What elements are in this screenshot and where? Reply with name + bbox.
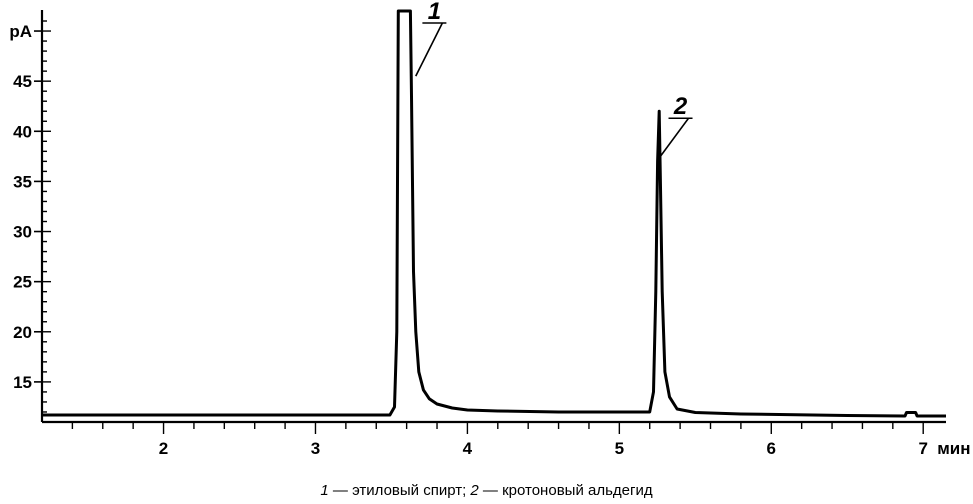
y-tick-label: 40: [13, 122, 32, 141]
caption-number-1: 1: [320, 482, 329, 499]
chromatogram-trace: [42, 9, 946, 418]
caption-number-2: 2: [470, 482, 479, 499]
y-tick-label: 15: [13, 373, 32, 392]
x-tick-label: 4: [463, 439, 473, 458]
x-tick-label: 7: [918, 439, 927, 458]
figure-caption: 1 — этиловый спирт; 2 — кротоновый альде…: [0, 482, 973, 499]
caption-text-1: — этиловый спирт;: [328, 482, 471, 499]
leader-line: [659, 117, 690, 157]
y-tick-label: 25: [13, 273, 32, 292]
y-tick-label: 30: [13, 223, 32, 242]
y-tick-label: 20: [13, 323, 32, 342]
axes: [40, 10, 946, 424]
caption-text-2: — кротоновый альдегид: [478, 482, 653, 499]
y-tick-label: 45: [13, 72, 32, 91]
peak-label: 1: [428, 0, 441, 25]
y-tick-label: 35: [13, 172, 32, 191]
x-tick-label: 5: [615, 439, 624, 458]
trace-line: [42, 9, 946, 418]
x-tick-label: 3: [311, 439, 320, 458]
y-tick-label: pA: [9, 22, 32, 41]
peak-annotation-2: 2: [659, 93, 693, 157]
peak-label: 2: [673, 93, 688, 120]
peak-annotations: 12: [415, 0, 693, 157]
x-unit-label: мин: [937, 439, 970, 458]
x-tick-label: 2: [159, 439, 168, 458]
x-tick-label: 6: [767, 439, 776, 458]
leader-line: [415, 22, 444, 77]
peak-annotation-1: 1: [415, 0, 447, 77]
